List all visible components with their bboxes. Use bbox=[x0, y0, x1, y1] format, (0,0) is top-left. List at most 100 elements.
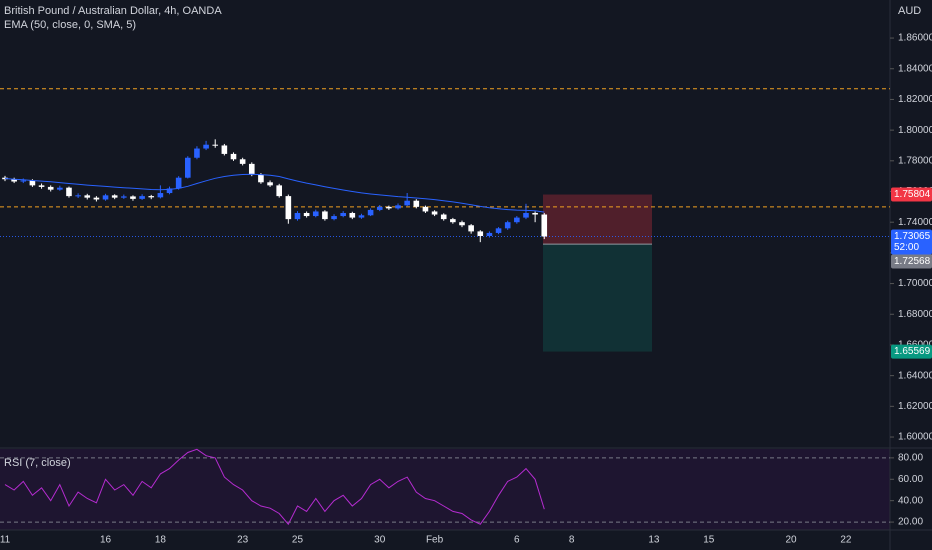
candle-body bbox=[203, 144, 209, 149]
x-tick-label: 20 bbox=[785, 535, 797, 546]
candle-body bbox=[358, 215, 365, 218]
candle-body bbox=[495, 228, 502, 233]
candle-body bbox=[248, 163, 255, 175]
y-tick-label: 1.62000 bbox=[898, 401, 932, 412]
candle-body bbox=[322, 211, 328, 220]
candle-body bbox=[303, 212, 310, 217]
candle-body bbox=[239, 159, 246, 164]
candle-body bbox=[422, 206, 429, 212]
ema-line bbox=[4, 173, 545, 213]
candle-body bbox=[29, 180, 36, 186]
x-tick-label: Feb bbox=[426, 535, 444, 546]
candle-body bbox=[148, 196, 155, 198]
price-tag bbox=[891, 254, 932, 269]
candle-body bbox=[84, 195, 91, 198]
candle-body bbox=[230, 153, 237, 160]
price-tag-label: 1.73065 bbox=[894, 231, 931, 242]
candle-body bbox=[395, 205, 401, 209]
candle-body bbox=[139, 196, 145, 199]
candle-body bbox=[47, 186, 54, 190]
price-tag-label: 1.75804 bbox=[894, 189, 931, 200]
candle-body bbox=[459, 222, 465, 226]
candle-body bbox=[367, 209, 374, 216]
price-tag bbox=[891, 344, 932, 359]
candle-body bbox=[57, 187, 63, 190]
y-tick-label: 1.80000 bbox=[898, 125, 932, 136]
candle-body bbox=[194, 148, 200, 158]
candle-body bbox=[258, 174, 264, 183]
x-tick-label: 13 bbox=[648, 535, 660, 546]
candle-body bbox=[66, 187, 72, 197]
rsi-line bbox=[4, 448, 545, 526]
price-tag bbox=[891, 229, 932, 255]
candle-body bbox=[294, 212, 301, 220]
y-tick-label: 1.82000 bbox=[898, 94, 932, 105]
x-tick-label: 8 bbox=[569, 535, 575, 546]
candle-body bbox=[413, 200, 420, 207]
x-tick-label: 30 bbox=[374, 535, 386, 546]
chart-title: British Pound / Australian Dollar, 4h, O… bbox=[4, 5, 222, 17]
candle-body bbox=[450, 219, 456, 223]
price-tag bbox=[891, 187, 932, 202]
countdown-label: 52:00 bbox=[894, 242, 919, 253]
candle-body bbox=[175, 177, 182, 189]
candle-body bbox=[267, 182, 273, 186]
candle-body bbox=[121, 196, 127, 198]
candle-body bbox=[431, 211, 438, 215]
price-tag-label: 1.65569 bbox=[894, 346, 931, 357]
candle-body bbox=[312, 211, 319, 217]
candle-body bbox=[102, 195, 109, 200]
candle-body bbox=[111, 195, 118, 198]
candle-body bbox=[376, 206, 383, 210]
candle-body bbox=[486, 232, 493, 237]
price-tag-label: 1.72568 bbox=[894, 256, 931, 267]
y-tick-label: 1.68000 bbox=[898, 309, 932, 320]
x-tick-label: 23 bbox=[237, 535, 249, 546]
y-tick-label: 40.00 bbox=[898, 495, 923, 506]
candle-body bbox=[386, 206, 392, 209]
candle-body bbox=[93, 197, 100, 200]
candle-body bbox=[477, 231, 484, 237]
candle-body bbox=[2, 177, 8, 180]
candle-body bbox=[541, 214, 548, 237]
candle-body bbox=[157, 193, 164, 198]
y-tick-label: 80.00 bbox=[898, 453, 923, 464]
y-tick-label: 60.00 bbox=[898, 474, 923, 485]
candle-body bbox=[404, 200, 410, 206]
x-tick-label: 16 bbox=[100, 535, 112, 546]
indicator-label: RSI (7, close) bbox=[4, 457, 71, 469]
candle-body bbox=[440, 214, 447, 220]
y-tick-label: 1.78000 bbox=[898, 155, 932, 166]
currency-label: AUD bbox=[898, 5, 921, 17]
y-tick-label: 1.86000 bbox=[898, 33, 932, 44]
rsi-pane bbox=[0, 449, 890, 530]
candle-body bbox=[130, 196, 136, 199]
x-tick-label: 25 bbox=[292, 535, 304, 546]
y-tick-label: 20.00 bbox=[898, 517, 923, 528]
y-tick-label: 1.70000 bbox=[898, 278, 932, 289]
candle-body bbox=[331, 216, 337, 220]
y-tick-label: 1.74000 bbox=[898, 217, 932, 228]
candle-body bbox=[532, 212, 538, 215]
candle-body bbox=[276, 185, 282, 197]
x-tick-label: 11 bbox=[0, 535, 11, 546]
x-tick-label: 15 bbox=[703, 535, 715, 546]
x-tick-label: 6 bbox=[514, 535, 520, 546]
indicator-label: EMA (50, close, 0, SMA, 5) bbox=[4, 19, 136, 31]
candle-body bbox=[349, 212, 356, 218]
candle-body bbox=[166, 188, 173, 194]
candle-body bbox=[514, 217, 520, 223]
candle-body bbox=[340, 212, 346, 217]
candle-body bbox=[11, 179, 17, 182]
candle-body bbox=[523, 212, 529, 218]
x-tick-label: 18 bbox=[155, 535, 167, 546]
y-tick-label: 1.60000 bbox=[898, 432, 932, 443]
candle-body bbox=[20, 180, 27, 182]
candle-body bbox=[185, 157, 191, 178]
candle-body bbox=[38, 185, 45, 187]
candle-body bbox=[285, 196, 292, 220]
target-zone bbox=[543, 244, 652, 352]
candle-body bbox=[504, 222, 511, 229]
candle-body bbox=[212, 144, 219, 146]
